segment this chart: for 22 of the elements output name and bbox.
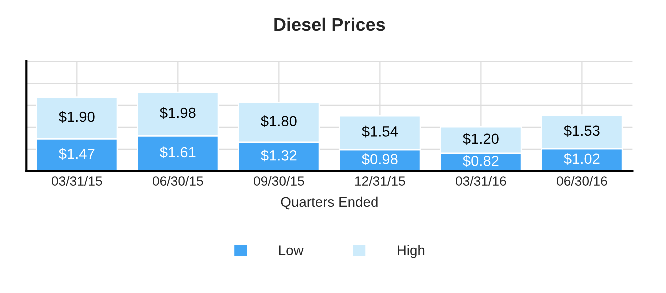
data-label: $1.32 — [261, 150, 297, 162]
data-label: $1.02 — [564, 153, 600, 165]
x-tick-label: 12/31/15 — [356, 176, 406, 186]
x-tick-label: 03/31/16 — [456, 176, 506, 186]
x-tick-label: 06/30/15 — [152, 176, 204, 186]
x-tick-label: 06/30/16 — [557, 176, 608, 186]
data-label: $1.47 — [59, 148, 95, 160]
data-label: $1.80 — [261, 116, 297, 128]
data-label: $0.82 — [463, 155, 499, 168]
data-label: $1.54 — [362, 126, 398, 138]
data-label: $1.53 — [564, 125, 600, 137]
data-label: $1.98 — [160, 107, 196, 120]
legend-label: Low — [279, 246, 304, 256]
data-label: $0.98 — [362, 154, 398, 166]
data-label: $1.61 — [160, 146, 196, 158]
data-label: $1.20 — [463, 133, 499, 145]
x-tick-label: 03/31/15 — [52, 176, 102, 186]
x-tick-label: 09/30/15 — [254, 176, 304, 186]
data-label: $1.90 — [59, 111, 95, 124]
x-axis-title: Quarters Ended — [281, 196, 378, 210]
chart-title: Diesel Prices — [274, 18, 386, 32]
legend-label: High — [398, 245, 425, 258]
